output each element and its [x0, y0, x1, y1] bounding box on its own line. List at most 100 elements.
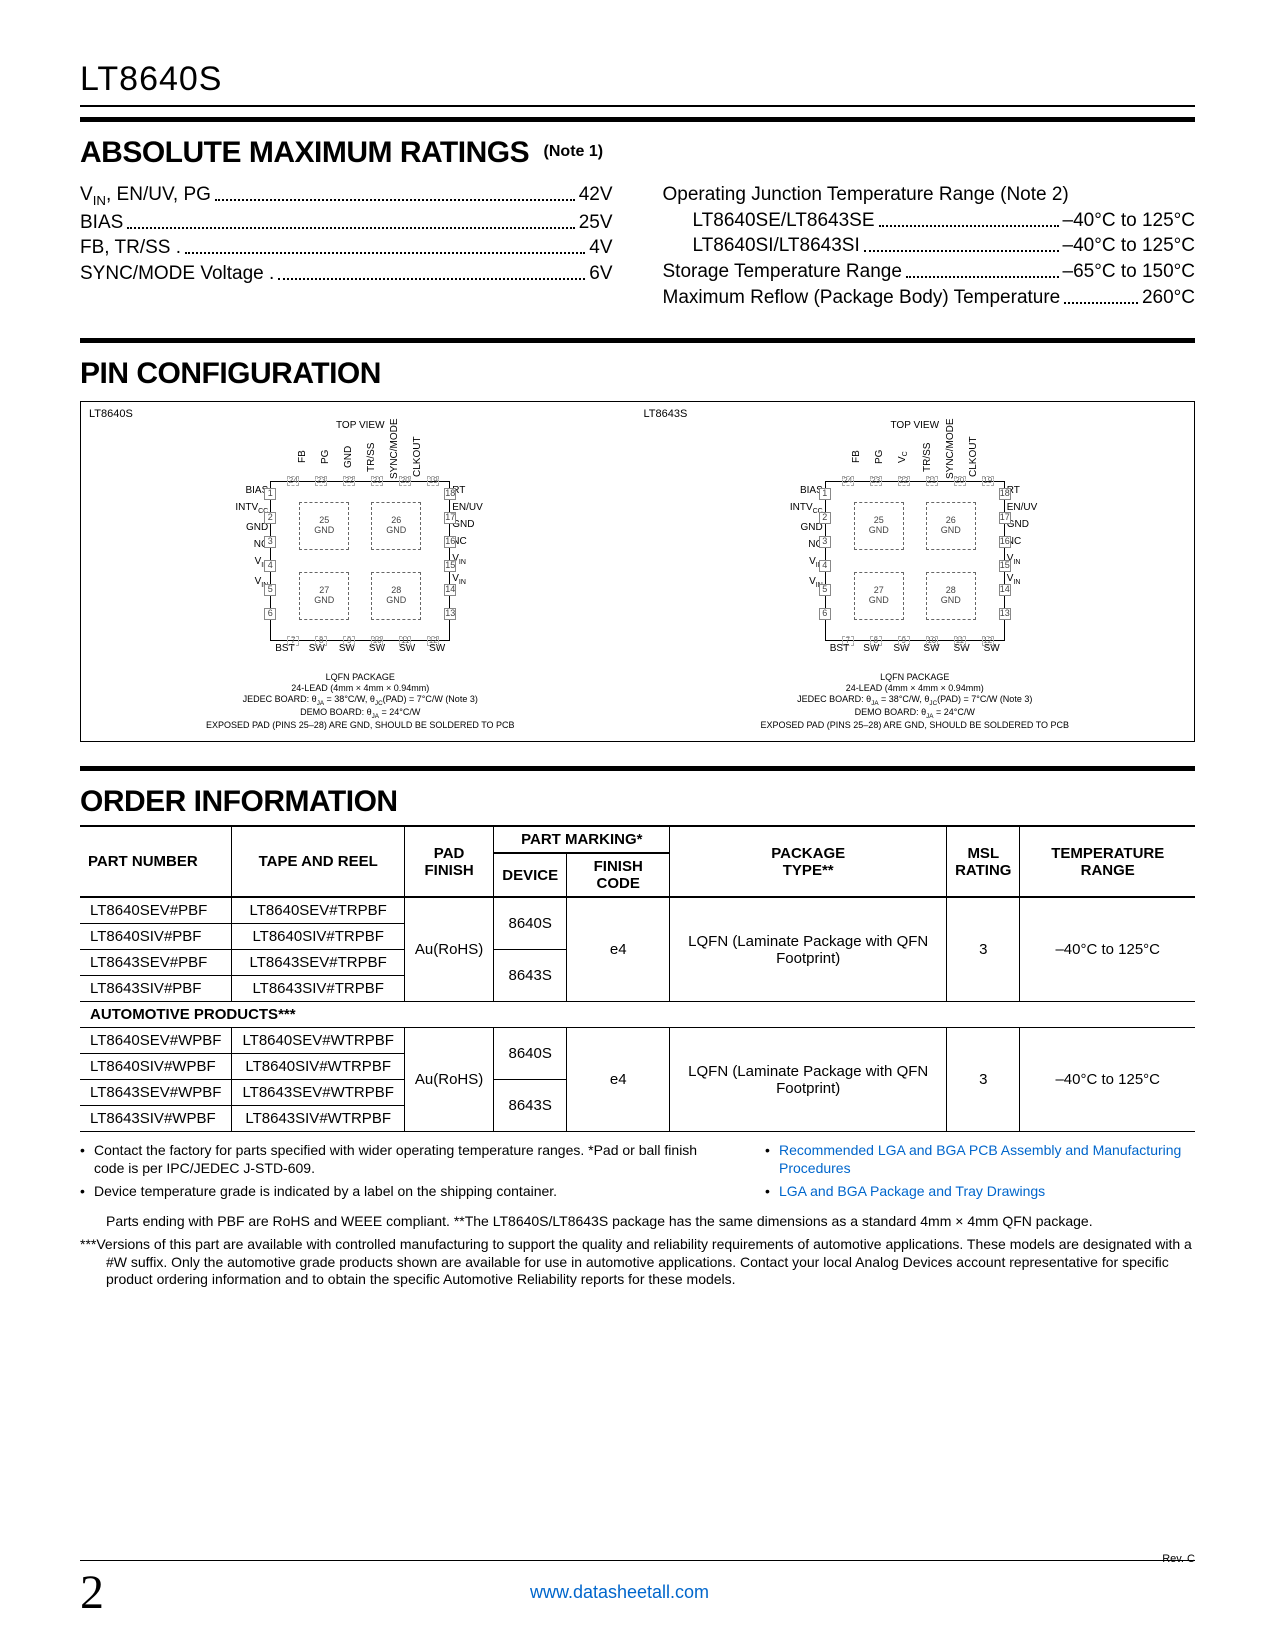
- td-device: 8643S: [494, 950, 567, 1002]
- note-item: Contact the factory for parts specified …: [94, 1142, 725, 1177]
- rating-value: 25V: [579, 210, 613, 236]
- td-tr: LT8643SIV#WTRPBF: [232, 1106, 404, 1132]
- pin-topview: TOP VIEW: [705, 420, 1125, 431]
- pin-caption-line: JEDEC BOARD: θJA = 38°C/W, θJC(PAD) = 7°…: [150, 694, 570, 707]
- pin-label: EN/UV: [452, 502, 488, 513]
- rating-label: LT8640SI/LT8643SI: [693, 233, 860, 259]
- pin-caption-line: LQFN PACKAGE: [150, 672, 570, 683]
- pin-label: TR/SS: [922, 435, 933, 479]
- pin-num: 2: [264, 512, 276, 524]
- pin-label: CLKOUT: [412, 435, 423, 479]
- pin-num: 21: [926, 476, 938, 486]
- pin-part-label: LT8640S: [89, 408, 632, 420]
- pin-pad: 27GND: [854, 572, 904, 620]
- pin-label: GND: [343, 435, 354, 479]
- td-tr: LT8643SEV#WTRPBF: [232, 1080, 404, 1106]
- note-link[interactable]: LGA and BGA Package and Tray Drawings: [779, 1183, 1195, 1201]
- pin-num: 8: [870, 636, 882, 646]
- pin-num: 22: [898, 476, 910, 486]
- td-device: 8640S: [494, 897, 567, 950]
- pin-pad: 25GND: [299, 502, 349, 550]
- pin-label: VIN: [452, 553, 488, 567]
- order-heading: ORDER INFORMATION: [80, 785, 398, 818]
- td-device: 8643S: [494, 1080, 567, 1132]
- pin-left-labels: BIAS INTVCC GND NC VIN VIN: [787, 481, 823, 589]
- rating-label: Storage Temperature Range: [663, 259, 902, 285]
- link-text[interactable]: LGA and BGA Package and Tray Drawings: [779, 1183, 1045, 1199]
- rating-label: Maximum Reflow (Package Body) Temperatur…: [663, 285, 1061, 311]
- rating-value: –65°C to 150°C: [1063, 259, 1195, 285]
- link-text[interactable]: Recommended LGA and BGA PCB Assembly and…: [779, 1142, 1181, 1176]
- td-pn: LT8640SEV#PBF: [80, 897, 232, 924]
- notes-left: Contact the factory for parts specified …: [80, 1142, 725, 1207]
- section-rule: [80, 117, 1195, 122]
- pin-chip: 25GND 26GND 27GND 28GND 1 2 3 4 5 6 18 1…: [825, 481, 1005, 641]
- rating-label: FB, TR/SS .: [80, 235, 181, 261]
- pin-num: 17: [444, 512, 456, 524]
- pin-num: 6: [264, 608, 276, 620]
- pin-num: 13: [444, 608, 456, 620]
- pin-label: VIN: [1007, 553, 1043, 567]
- td-finish: e4: [567, 1028, 670, 1132]
- pin-num: 2: [819, 512, 831, 524]
- ratings-heading: ABSOLUTE MAXIMUM RATINGS: [80, 136, 529, 169]
- td-tr: LT8643SIV#TRPBF: [232, 976, 404, 1002]
- rating-dots: [215, 182, 575, 201]
- pin-num: 10: [371, 636, 383, 646]
- pin-label: GND: [787, 522, 823, 533]
- pin-num: 7: [287, 636, 299, 646]
- pin-label: GND: [232, 522, 268, 533]
- td-pn: LT8643SEV#PBF: [80, 950, 232, 976]
- pin-label: CLKOUT: [968, 435, 979, 479]
- auto-heading: AUTOMOTIVE PRODUCTS***: [80, 1002, 1195, 1028]
- pin-num: 6: [819, 608, 831, 620]
- rating-value: 42V: [579, 182, 613, 210]
- pin-chip: 25GND 26GND 27GND 28GND 1 2 3 4 5 6 18 1…: [270, 481, 450, 641]
- th-msl: MSLRATING: [947, 826, 1020, 897]
- rating-row: Storage Temperature Range –65°C to 150°C: [663, 259, 1196, 285]
- td-pn: LT8640SIV#PBF: [80, 924, 232, 950]
- pin-caption-line: EXPOSED PAD (PINS 25–28) ARE GND, SHOULD…: [150, 720, 570, 731]
- td-msl: 3: [947, 897, 1020, 1002]
- ratings-heading-row: ABSOLUTE MAXIMUM RATINGS (Note 1): [80, 136, 1195, 170]
- rating-label: VIN, EN/UV, PG: [80, 182, 211, 210]
- pin-num: 21: [371, 476, 383, 486]
- pin-pad: 26GND: [926, 502, 976, 550]
- td-pn: LT8640SIV#WPBF: [80, 1054, 232, 1080]
- rating-dots: [864, 233, 1059, 252]
- pin-num: 11: [399, 636, 411, 646]
- rating-row: Maximum Reflow (Package Body) Temperatur…: [663, 285, 1196, 311]
- pin-part-label: LT8643S: [644, 408, 1187, 420]
- pin-num: 18: [444, 488, 456, 500]
- td-tr: LT8643SEV#TRPBF: [232, 950, 404, 976]
- pin-num: 12: [427, 636, 439, 646]
- pin-num: 24: [842, 476, 854, 486]
- pin-num: 4: [819, 560, 831, 572]
- footer: 2 www.datasheetall.com: [80, 1560, 1195, 1620]
- pin-label: VIN: [787, 576, 823, 590]
- pin-bot-labels: BST SW SW SW SW SW: [705, 643, 1125, 654]
- notes-right: Recommended LGA and BGA PCB Assembly and…: [765, 1142, 1195, 1207]
- pin-num: 15: [444, 560, 456, 572]
- pin-label: FB: [851, 435, 862, 479]
- pin-num: 1: [264, 488, 276, 500]
- pin-num: 20: [954, 476, 966, 486]
- footer-link[interactable]: www.datasheetall.com: [104, 1582, 1135, 1603]
- rating-value: –40°C to 125°C: [1063, 208, 1195, 234]
- pin-num: 14: [999, 584, 1011, 596]
- note-link[interactable]: Recommended LGA and BGA PCB Assembly and…: [779, 1142, 1195, 1177]
- th-package: PACKAGETYPE**: [670, 826, 947, 897]
- para-note: ***Versions of this part are available w…: [80, 1236, 1195, 1289]
- pin-num: 7: [842, 636, 854, 646]
- pin-num: 14: [444, 584, 456, 596]
- pin-num: 17: [999, 512, 1011, 524]
- th-finish: FINISH CODE: [567, 853, 670, 897]
- section-rule: [80, 338, 1195, 343]
- pin-num: 9: [343, 636, 355, 646]
- pin-label: VIN: [452, 573, 488, 587]
- th-pad: PADFINISH: [404, 826, 493, 897]
- rating-row: VIN, EN/UV, PG 42V: [80, 182, 613, 210]
- pin-num: 15: [999, 560, 1011, 572]
- pin-topview: TOP VIEW: [150, 420, 570, 431]
- pin-pad: 26GND: [371, 502, 421, 550]
